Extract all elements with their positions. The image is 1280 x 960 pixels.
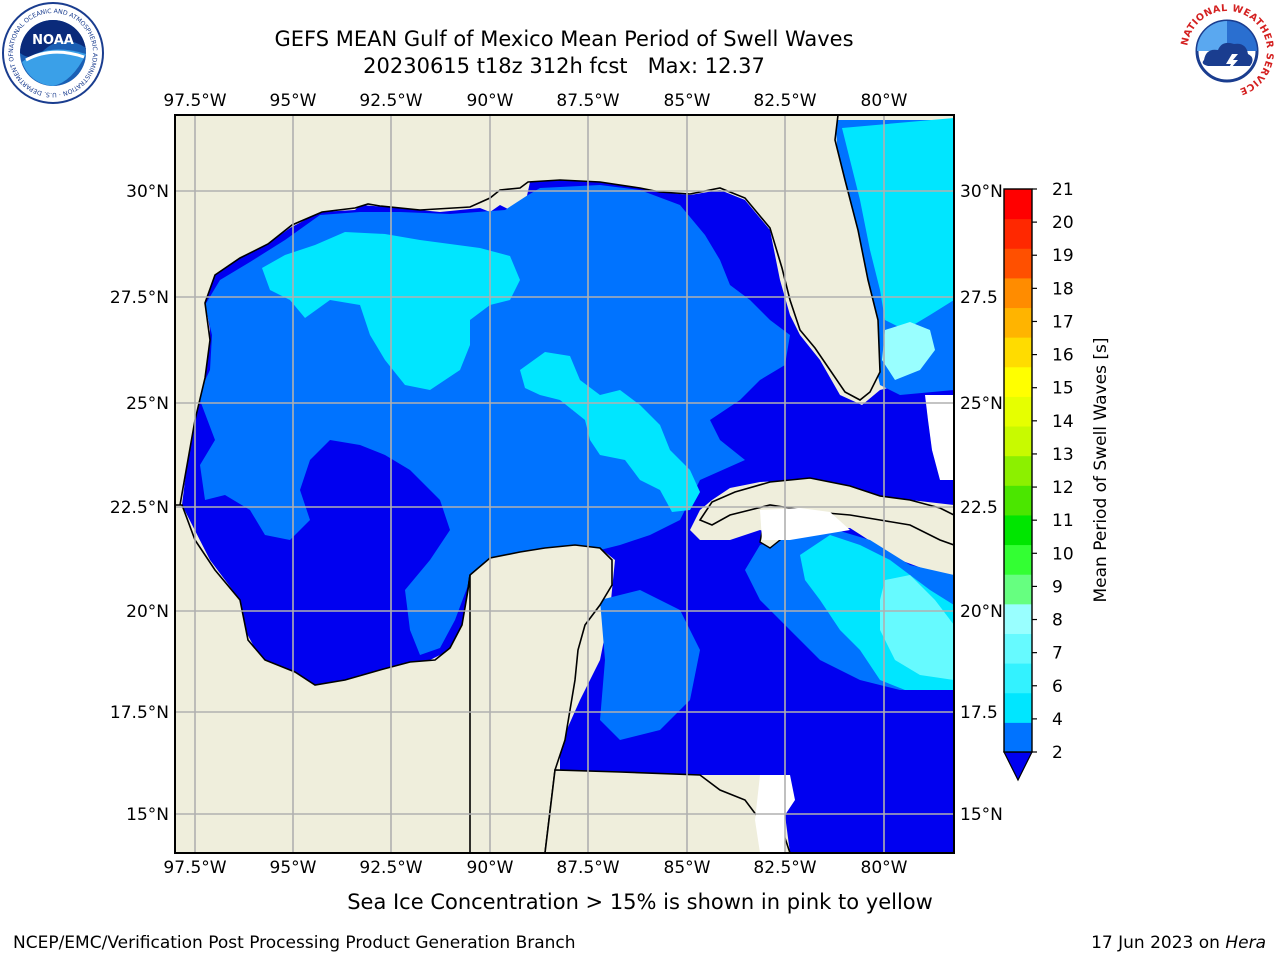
mexico-west-land bbox=[175, 115, 881, 701]
colorbar-swatch bbox=[1004, 366, 1032, 397]
colorbar-swatch bbox=[1004, 603, 1032, 634]
colorbar-tick-label: 10 bbox=[1052, 544, 1074, 564]
colorbar-swatch bbox=[1004, 277, 1032, 309]
lat-tick-left: 17.5°N bbox=[110, 703, 169, 723]
colorbar-swatch bbox=[1004, 455, 1032, 486]
colorbar-tick-label: 12 bbox=[1052, 478, 1074, 498]
lon-tick-bottom: 92.5°W bbox=[359, 858, 422, 878]
nws-logo-icon: NATIONAL WEATHER SERVICE bbox=[1179, 3, 1275, 98]
swell-4-6s-central-gulf bbox=[520, 352, 700, 512]
colorbar-swatch bbox=[1004, 514, 1032, 546]
lon-tick-top: 87.5°W bbox=[556, 91, 619, 111]
colorbar-swatch bbox=[1004, 396, 1032, 427]
colorbar-tick-label: 21 bbox=[1052, 180, 1074, 200]
colorbar-tick-label: 13 bbox=[1052, 445, 1074, 465]
colorbar-frame bbox=[1003, 188, 1033, 753]
colorbar-tick-label: 19 bbox=[1052, 246, 1074, 266]
lon-tick-top: 82.5°W bbox=[753, 91, 816, 111]
colorbar-swatch bbox=[1004, 722, 1032, 753]
lon-ticks-bottom: 97.5°W 95°W 92.5°W 90°W 87.5°W 85°W 82.5… bbox=[163, 858, 907, 878]
colorbar-swatch bbox=[1004, 248, 1032, 279]
colorbar-tick-label: 6 bbox=[1052, 677, 1063, 697]
lon-ticks-top: 97.5°W 95°W 92.5°W 90°W 87.5°W 85°W 82.5… bbox=[163, 91, 907, 111]
colorbar-swatch bbox=[1004, 307, 1032, 338]
lon-tick-bottom: 90°W bbox=[467, 858, 514, 878]
colorbar-swatch bbox=[1004, 218, 1032, 249]
noaa-logo-text: NOAA bbox=[32, 33, 74, 48]
bahamas-nodata bbox=[925, 395, 954, 480]
colorbar-under-triangle bbox=[1003, 751, 1033, 782]
map-area bbox=[175, 115, 954, 853]
colorbar-swatch bbox=[1004, 574, 1032, 605]
lat-tick-right: 22.5 bbox=[960, 498, 998, 518]
colorbar-tick-label: 17 bbox=[1052, 312, 1074, 332]
lat-tick-right: 15°N bbox=[960, 805, 1003, 825]
sea-ice-note: Sea Ice Concentration > 15% is shown in … bbox=[347, 890, 933, 914]
lat-ticks-left: 30°N 27.5°N 25°N 22.5°N 20°N 17.5°N 15°N bbox=[110, 182, 169, 825]
lat-ticks-right: 30°N 27.5 25°N 22.5 20°N 17.5 15°N bbox=[960, 182, 1003, 825]
lat-tick-left: 27.5°N bbox=[110, 288, 169, 308]
lat-tick-right: 25°N bbox=[960, 394, 1003, 414]
colorbar-swatch bbox=[1004, 663, 1032, 694]
colorbar: 2 4 6 7 8 9 10 11 12 13 14 15 16 17 18 19 20 21 bbox=[1003, 180, 1074, 782]
lon-tick-top: 80°W bbox=[861, 91, 908, 111]
lon-tick-bottom: 95°W bbox=[270, 858, 317, 878]
noaa-logo-icon: NATIONAL OCEANIC AND ATMOSPHERIC ADMINIS… bbox=[2, 2, 104, 104]
footer-date-text: 17 Jun 2023 on bbox=[1091, 933, 1226, 953]
colorbar-swatch bbox=[1004, 337, 1032, 368]
colorbar-tick-label: 11 bbox=[1052, 511, 1074, 531]
mexico-coast-lower bbox=[175, 504, 471, 853]
lon-tick-top: 85°W bbox=[664, 91, 711, 111]
colorbar-swatch bbox=[1004, 633, 1032, 664]
footer-host: Hera bbox=[1225, 933, 1266, 953]
colorbar-swatch bbox=[1004, 544, 1032, 575]
colorbar-tick-label: 18 bbox=[1052, 279, 1074, 299]
footer-branch: NCEP/EMC/Verification Post Processing Pr… bbox=[13, 933, 576, 953]
swell-7-9s-caribbean bbox=[880, 575, 954, 680]
lat-tick-right: 27.5 bbox=[960, 288, 998, 308]
cuba-nodata bbox=[760, 508, 850, 540]
colorbar-tick-label: 7 bbox=[1052, 644, 1063, 664]
lat-tick-right: 30°N bbox=[960, 182, 1003, 202]
chart-subtitle: 20230615 t18z 312h fcst Max: 12.37 bbox=[363, 54, 765, 78]
lon-tick-bottom: 80°W bbox=[861, 858, 908, 878]
colorbar-tick-label: 20 bbox=[1052, 213, 1074, 233]
lat-tick-left: 30°N bbox=[126, 182, 169, 202]
map-gridlines bbox=[175, 115, 954, 853]
colorbar-tick-label: 4 bbox=[1052, 710, 1063, 730]
swell-4-6s-atlantic bbox=[842, 118, 954, 330]
map-frame bbox=[174, 114, 955, 854]
colorbar-tick-label: 16 bbox=[1052, 346, 1074, 366]
lon-tick-top: 92.5°W bbox=[359, 91, 422, 111]
lat-tick-left: 15°N bbox=[126, 805, 169, 825]
colorbar-swatch bbox=[1004, 426, 1032, 457]
colorbar-tick-label: 2 bbox=[1052, 743, 1063, 763]
colorbar-swatch bbox=[1004, 485, 1032, 516]
lat-tick-left: 22.5°N bbox=[110, 498, 169, 518]
lat-tick-right: 20°N bbox=[960, 602, 1003, 622]
colorbar-tick-label: 8 bbox=[1052, 611, 1063, 631]
lon-tick-top: 90°W bbox=[467, 91, 514, 111]
lon-tick-top: 97.5°W bbox=[163, 91, 226, 111]
lat-tick-left: 20°N bbox=[126, 602, 169, 622]
swell-7-9s-bahamas bbox=[882, 322, 935, 380]
footer-date: 17 Jun 2023 on Hera bbox=[1091, 933, 1266, 953]
lon-tick-bottom: 97.5°W bbox=[163, 858, 226, 878]
lon-tick-top: 95°W bbox=[270, 91, 317, 111]
lon-tick-bottom: 82.5°W bbox=[753, 858, 816, 878]
colorbar-tick-label: 14 bbox=[1052, 412, 1074, 432]
colorbar-swatch bbox=[1004, 692, 1032, 723]
colorbar-label: Mean Period of Swell Waves [s] bbox=[1091, 338, 1111, 603]
colorbar-swatch bbox=[1004, 189, 1032, 220]
chart-title: GEFS MEAN Gulf of Mexico Mean Period of … bbox=[274, 27, 854, 51]
lat-tick-right: 17.5 bbox=[960, 703, 998, 723]
lat-tick-left: 25°N bbox=[126, 394, 169, 414]
lon-tick-bottom: 87.5°W bbox=[556, 858, 619, 878]
colorbar-tick-label: 9 bbox=[1052, 577, 1063, 597]
lon-tick-bottom: 85°W bbox=[664, 858, 711, 878]
swell-2-4s-west-caribbean bbox=[600, 590, 700, 740]
colorbar-tick-label: 15 bbox=[1052, 379, 1074, 399]
